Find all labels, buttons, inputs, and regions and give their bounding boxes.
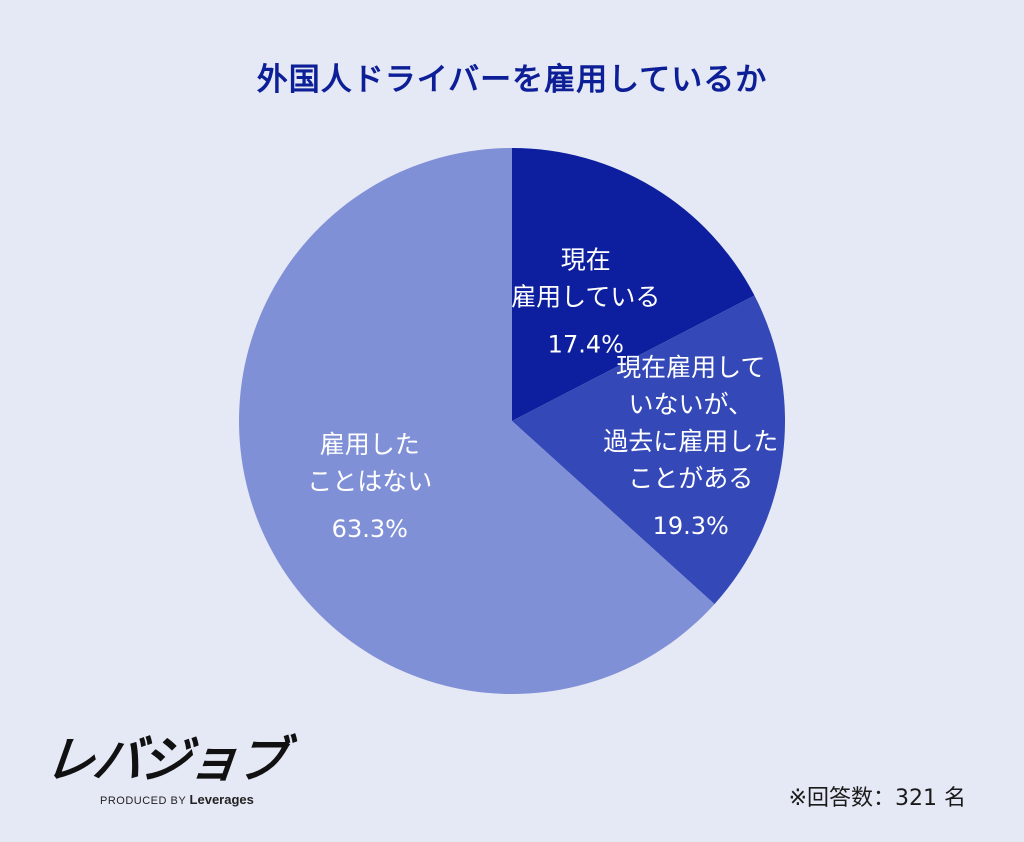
pie-slice-1 (512, 148, 755, 421)
logo-subtitle: PRODUCED BY Leverages (100, 792, 285, 807)
logo-sub-prefix: PRODUCED BY (100, 795, 186, 807)
slice-value-label: 19.3% (653, 512, 729, 540)
logo-mark: レバジョブ (41, 731, 289, 789)
slice-label-line: 過去に雇用した (603, 427, 778, 456)
slice-label-line: 雇用した (320, 430, 420, 459)
slice-label-line: ことがある (628, 464, 753, 493)
slice-label-line: 現在 (561, 246, 611, 275)
chart-title: 外国人ドライバーを雇用しているか (256, 62, 768, 98)
logo-sub-brand: Leverages (189, 792, 254, 807)
pie-slice-2 (512, 295, 786, 605)
slice-label-line: いないが、 (628, 390, 753, 419)
slice-value-label: 63.3% (332, 515, 408, 543)
brand-logo: レバジョブ PRODUCED BY Leverages (41, 731, 289, 807)
slice-label-line: 現在雇用して (616, 353, 765, 382)
slice-label-line: ことはない (307, 467, 432, 496)
response-count-note: ※回答数：321 名 (788, 786, 966, 811)
pie-slices (239, 148, 786, 694)
pie-slice-3 (239, 148, 715, 694)
slice-label-line: 雇用している (511, 283, 660, 312)
slice-value-label: 17.4% (548, 331, 624, 359)
